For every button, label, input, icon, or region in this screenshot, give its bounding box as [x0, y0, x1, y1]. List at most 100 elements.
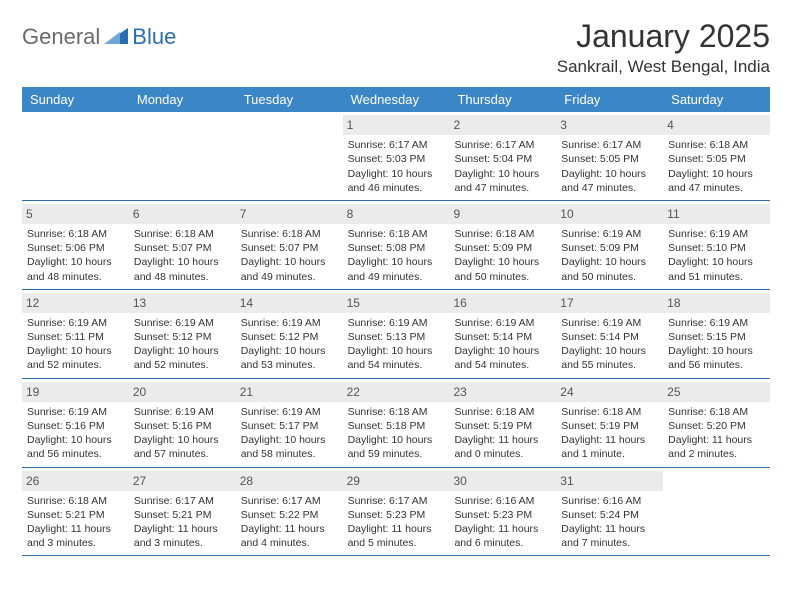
day-cell: 18Sunrise: 6:19 AMSunset: 5:15 PMDayligh…: [663, 290, 770, 378]
sunrise-text: Sunrise: 6:19 AM: [454, 316, 551, 330]
daylight1-text: Daylight: 10 hours: [348, 344, 445, 358]
daylight2-text: and 49 minutes.: [241, 270, 338, 284]
day-cell: 27Sunrise: 6:17 AMSunset: 5:21 PMDayligh…: [129, 468, 236, 556]
sunset-text: Sunset: 5:23 PM: [348, 508, 445, 522]
daylight2-text: and 55 minutes.: [561, 358, 658, 372]
daylight1-text: Daylight: 10 hours: [454, 255, 551, 269]
sunset-text: Sunset: 5:16 PM: [27, 419, 124, 433]
daylight1-text: Daylight: 10 hours: [454, 344, 551, 358]
day-cell: 10Sunrise: 6:19 AMSunset: 5:09 PMDayligh…: [556, 201, 663, 289]
day-cell: 5Sunrise: 6:18 AMSunset: 5:06 PMDaylight…: [22, 201, 129, 289]
day-cell: [129, 112, 236, 200]
sunrise-text: Sunrise: 6:19 AM: [134, 316, 231, 330]
dayname: Tuesday: [236, 87, 343, 112]
day-cell: 7Sunrise: 6:18 AMSunset: 5:07 PMDaylight…: [236, 201, 343, 289]
day-cell: 29Sunrise: 6:17 AMSunset: 5:23 PMDayligh…: [343, 468, 450, 556]
date-number: 29: [343, 471, 450, 491]
date-number: 28: [236, 471, 343, 491]
date-number: 19: [22, 382, 129, 402]
daylight1-text: Daylight: 10 hours: [348, 255, 445, 269]
daylight1-text: Daylight: 10 hours: [668, 167, 765, 181]
daylight1-text: Daylight: 10 hours: [27, 344, 124, 358]
daylight1-text: Daylight: 10 hours: [241, 344, 338, 358]
daylight1-text: Daylight: 11 hours: [561, 522, 658, 536]
date-number: 2: [449, 115, 556, 135]
date-number: 25: [663, 382, 770, 402]
sunset-text: Sunset: 5:16 PM: [134, 419, 231, 433]
day-cell: 19Sunrise: 6:19 AMSunset: 5:16 PMDayligh…: [22, 379, 129, 467]
daylight1-text: Daylight: 11 hours: [668, 433, 765, 447]
sunset-text: Sunset: 5:20 PM: [668, 419, 765, 433]
sunset-text: Sunset: 5:04 PM: [454, 152, 551, 166]
daylight1-text: Daylight: 11 hours: [454, 433, 551, 447]
sunrise-text: Sunrise: 6:19 AM: [668, 316, 765, 330]
daylight1-text: Daylight: 10 hours: [27, 433, 124, 447]
daylight2-text: and 0 minutes.: [454, 447, 551, 461]
daylight2-text: and 49 minutes.: [348, 270, 445, 284]
sunrise-text: Sunrise: 6:16 AM: [454, 494, 551, 508]
date-number: 7: [236, 204, 343, 224]
header: General Blue January 2025 Sankrail, West…: [22, 18, 770, 77]
day-cell: 24Sunrise: 6:18 AMSunset: 5:19 PMDayligh…: [556, 379, 663, 467]
date-number: 10: [556, 204, 663, 224]
sunset-text: Sunset: 5:14 PM: [561, 330, 658, 344]
sunrise-text: Sunrise: 6:17 AM: [561, 138, 658, 152]
sunrise-text: Sunrise: 6:17 AM: [134, 494, 231, 508]
daylight1-text: Daylight: 10 hours: [134, 255, 231, 269]
daylight1-text: Daylight: 10 hours: [348, 167, 445, 181]
daylight1-text: Daylight: 10 hours: [561, 167, 658, 181]
day-cell: 22Sunrise: 6:18 AMSunset: 5:18 PMDayligh…: [343, 379, 450, 467]
sunrise-text: Sunrise: 6:18 AM: [454, 405, 551, 419]
sunset-text: Sunset: 5:05 PM: [561, 152, 658, 166]
date-number: 5: [22, 204, 129, 224]
daylight2-text: and 2 minutes.: [668, 447, 765, 461]
date-number: 16: [449, 293, 556, 313]
sunset-text: Sunset: 5:07 PM: [134, 241, 231, 255]
sunset-text: Sunset: 5:21 PM: [134, 508, 231, 522]
daylight2-text: and 3 minutes.: [134, 536, 231, 550]
daylight2-text: and 56 minutes.: [668, 358, 765, 372]
date-number: 9: [449, 204, 556, 224]
date-number: 31: [556, 471, 663, 491]
sunrise-text: Sunrise: 6:19 AM: [668, 227, 765, 241]
daylight1-text: Daylight: 11 hours: [27, 522, 124, 536]
daylight2-text: and 46 minutes.: [348, 181, 445, 195]
sunset-text: Sunset: 5:17 PM: [241, 419, 338, 433]
date-number: 21: [236, 382, 343, 402]
date-number: 23: [449, 382, 556, 402]
week-row: 19Sunrise: 6:19 AMSunset: 5:16 PMDayligh…: [22, 379, 770, 468]
week-row: 26Sunrise: 6:18 AMSunset: 5:21 PMDayligh…: [22, 468, 770, 557]
date-number: 14: [236, 293, 343, 313]
daylight2-text: and 5 minutes.: [348, 536, 445, 550]
day-cell: 25Sunrise: 6:18 AMSunset: 5:20 PMDayligh…: [663, 379, 770, 467]
daylight1-text: Daylight: 11 hours: [561, 433, 658, 447]
dayname-row: SundayMondayTuesdayWednesdayThursdayFrid…: [22, 87, 770, 112]
sunset-text: Sunset: 5:05 PM: [668, 152, 765, 166]
sunrise-text: Sunrise: 6:18 AM: [668, 138, 765, 152]
daylight2-text: and 47 minutes.: [561, 181, 658, 195]
daylight1-text: Daylight: 10 hours: [241, 433, 338, 447]
sunrise-text: Sunrise: 6:19 AM: [241, 316, 338, 330]
day-cell: 17Sunrise: 6:19 AMSunset: 5:14 PMDayligh…: [556, 290, 663, 378]
date-number: 26: [22, 471, 129, 491]
daylight2-text: and 52 minutes.: [134, 358, 231, 372]
week-row: 1Sunrise: 6:17 AMSunset: 5:03 PMDaylight…: [22, 112, 770, 201]
dayname: Friday: [556, 87, 663, 112]
daylight1-text: Daylight: 10 hours: [134, 344, 231, 358]
date-number: 11: [663, 204, 770, 224]
sunrise-text: Sunrise: 6:19 AM: [561, 316, 658, 330]
daylight2-text: and 50 minutes.: [454, 270, 551, 284]
week-row: 12Sunrise: 6:19 AMSunset: 5:11 PMDayligh…: [22, 290, 770, 379]
date-number: 24: [556, 382, 663, 402]
daylight2-text: and 3 minutes.: [27, 536, 124, 550]
daylight2-text: and 7 minutes.: [561, 536, 658, 550]
logo-text-general: General: [22, 24, 100, 50]
sunrise-text: Sunrise: 6:19 AM: [134, 405, 231, 419]
daylight2-text: and 6 minutes.: [454, 536, 551, 550]
daylight2-text: and 59 minutes.: [348, 447, 445, 461]
daylight1-text: Daylight: 10 hours: [348, 433, 445, 447]
date-number: 15: [343, 293, 450, 313]
sunrise-text: Sunrise: 6:16 AM: [561, 494, 658, 508]
daylight1-text: Daylight: 10 hours: [134, 433, 231, 447]
daylight1-text: Daylight: 11 hours: [134, 522, 231, 536]
